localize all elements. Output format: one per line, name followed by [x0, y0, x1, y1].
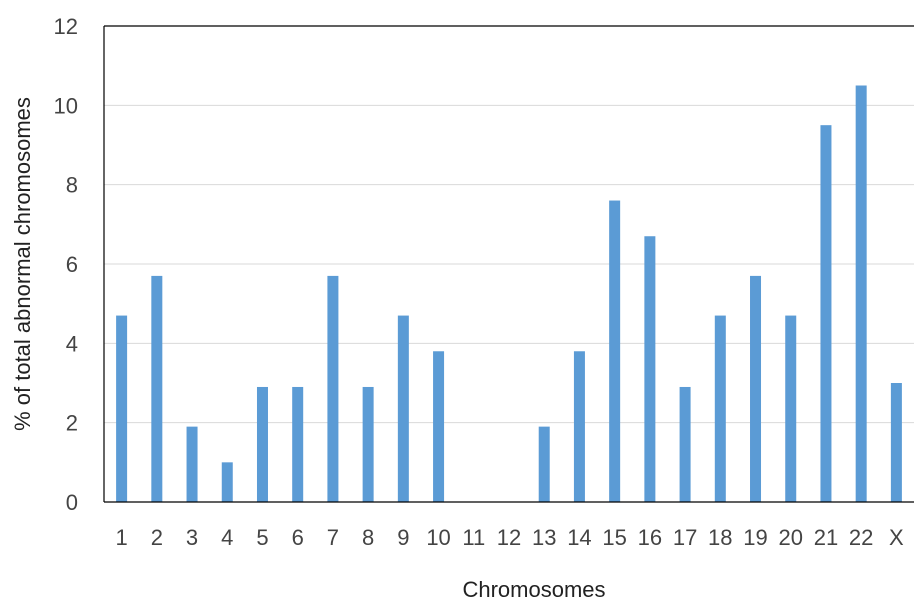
bar-16: [644, 236, 656, 502]
bar-22: [855, 85, 867, 502]
x-tick-label: 22: [849, 525, 873, 550]
x-tick-label: 14: [567, 525, 591, 550]
y-tick-label: 6: [66, 252, 78, 277]
y-tick-label: 4: [66, 331, 78, 356]
bar-13: [538, 426, 550, 502]
y-tick-label: 0: [66, 490, 78, 515]
bar-7: [327, 275, 339, 502]
x-tick-label: 4: [221, 525, 233, 550]
x-tick-label: 2: [151, 525, 163, 550]
bar-3: [186, 426, 198, 502]
x-tick-label: 7: [327, 525, 339, 550]
x-tick-label: 13: [532, 525, 556, 550]
x-tick-label: 10: [426, 525, 450, 550]
y-tick-label: 12: [54, 14, 78, 39]
x-tick-label: 19: [743, 525, 767, 550]
bar-1: [116, 315, 128, 502]
x-tick-label: 11: [462, 525, 485, 550]
bar-15: [609, 200, 621, 503]
x-tick-label: 21: [814, 525, 838, 550]
bar-21: [820, 125, 832, 503]
bar-19: [750, 275, 762, 502]
bar-5: [256, 386, 268, 502]
bar-2: [151, 275, 163, 502]
bar-6: [292, 386, 304, 502]
bar-8: [362, 386, 374, 502]
x-tick-label: 15: [602, 525, 626, 550]
x-tick-label: 1: [115, 525, 127, 550]
y-tick-label: 10: [54, 93, 78, 118]
y-tick-label: 2: [66, 411, 78, 436]
y-tick-label: 8: [66, 173, 78, 198]
x-tick-label: 3: [186, 525, 198, 550]
x-tick-label: 17: [673, 525, 697, 550]
bar-14: [573, 351, 585, 502]
x-tick-label: 6: [292, 525, 304, 550]
axes: [103, 25, 914, 503]
x-tick-label: 8: [362, 525, 374, 550]
bar-17: [679, 386, 691, 502]
x-tick-label: 20: [778, 525, 802, 550]
x-tick-label: 12: [497, 525, 521, 550]
bars: [116, 85, 902, 503]
bar-4: [221, 462, 233, 502]
x-axis-title: Chromosomes: [462, 577, 605, 602]
y-axis-title: % of total abnormal chromosomes: [10, 97, 35, 431]
bar-9: [397, 315, 409, 502]
x-tick-label: 16: [638, 525, 662, 550]
y-tick-labels: 0 2 4 6 8 10 12: [54, 14, 78, 515]
x-tick-label: 5: [256, 525, 268, 550]
x-tick-labels: 1 2 3 4 5 6 7 8 9 10 11 12 13 14 15 16 17 18 19 20 21 22 X: [115, 525, 904, 550]
bar-10: [433, 351, 445, 502]
bar-x: [890, 383, 902, 502]
x-tick-label: X: [889, 525, 904, 550]
x-tick-label: 18: [708, 525, 732, 550]
x-tick-label: 9: [397, 525, 409, 550]
bar-20: [785, 315, 797, 502]
bar-18: [714, 315, 726, 502]
